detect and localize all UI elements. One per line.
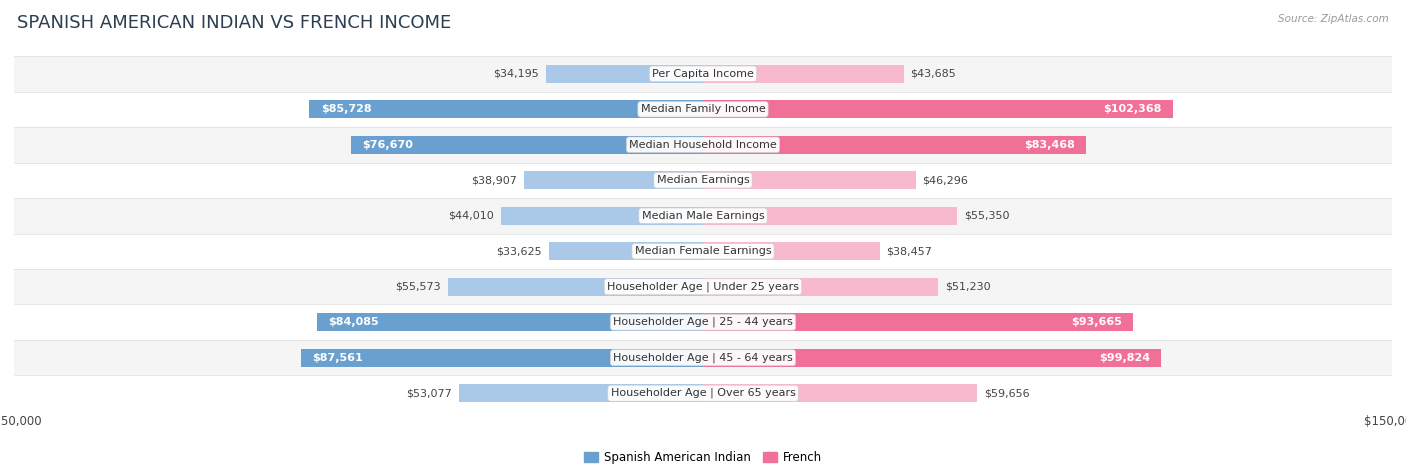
Text: $102,368: $102,368 [1104,104,1161,114]
Text: $46,296: $46,296 [922,175,969,185]
Text: $59,656: $59,656 [984,388,1029,398]
Bar [309,100,703,118]
Bar [447,278,703,296]
Bar [352,136,703,154]
Text: SPANISH AMERICAN INDIAN VS FRENCH INCOME: SPANISH AMERICAN INDIAN VS FRENCH INCOME [17,14,451,32]
Bar [14,127,1392,163]
Text: Median Earnings: Median Earnings [657,175,749,185]
Text: $55,573: $55,573 [395,282,441,292]
Bar [703,207,957,225]
Bar [14,375,1392,411]
Text: $43,685: $43,685 [911,69,956,79]
Text: $38,457: $38,457 [887,246,932,256]
Bar [703,171,915,189]
Bar [548,242,703,260]
Text: $83,468: $83,468 [1024,140,1074,150]
Bar [501,207,703,225]
Text: $99,824: $99,824 [1099,353,1150,363]
Bar [14,234,1392,269]
Bar [14,163,1392,198]
Text: $87,561: $87,561 [312,353,363,363]
Text: $34,195: $34,195 [494,69,538,79]
Bar [546,65,703,83]
Text: $55,350: $55,350 [965,211,1010,221]
Bar [524,171,703,189]
Text: $33,625: $33,625 [496,246,541,256]
Bar [703,349,1161,367]
Bar [14,304,1392,340]
Text: $93,665: $93,665 [1071,317,1122,327]
Bar [14,56,1392,92]
Text: Householder Age | 45 - 64 years: Householder Age | 45 - 64 years [613,353,793,363]
Bar [14,198,1392,234]
Text: $51,230: $51,230 [945,282,991,292]
Bar [703,136,1087,154]
Bar [14,269,1392,304]
Bar [301,349,703,367]
Text: $44,010: $44,010 [449,211,494,221]
Text: Median Family Income: Median Family Income [641,104,765,114]
Text: Householder Age | 25 - 44 years: Householder Age | 25 - 44 years [613,317,793,327]
Legend: Spanish American Indian, French: Spanish American Indian, French [579,446,827,467]
Bar [703,313,1133,331]
Text: Householder Age | Over 65 years: Householder Age | Over 65 years [610,388,796,398]
Bar [703,65,904,83]
Text: Median Household Income: Median Household Income [628,140,778,150]
Text: Householder Age | Under 25 years: Householder Age | Under 25 years [607,282,799,292]
Text: Median Female Earnings: Median Female Earnings [634,246,772,256]
Bar [703,278,938,296]
Text: $76,670: $76,670 [363,140,413,150]
Text: Median Male Earnings: Median Male Earnings [641,211,765,221]
Bar [703,100,1173,118]
Text: $84,085: $84,085 [328,317,378,327]
Bar [316,313,703,331]
Text: $85,728: $85,728 [321,104,371,114]
Bar [703,242,880,260]
Text: Source: ZipAtlas.com: Source: ZipAtlas.com [1278,14,1389,24]
Bar [460,384,703,402]
Bar [14,92,1392,127]
Text: Per Capita Income: Per Capita Income [652,69,754,79]
Bar [14,340,1392,375]
Text: $53,077: $53,077 [406,388,453,398]
Text: $38,907: $38,907 [471,175,517,185]
Bar [703,384,977,402]
